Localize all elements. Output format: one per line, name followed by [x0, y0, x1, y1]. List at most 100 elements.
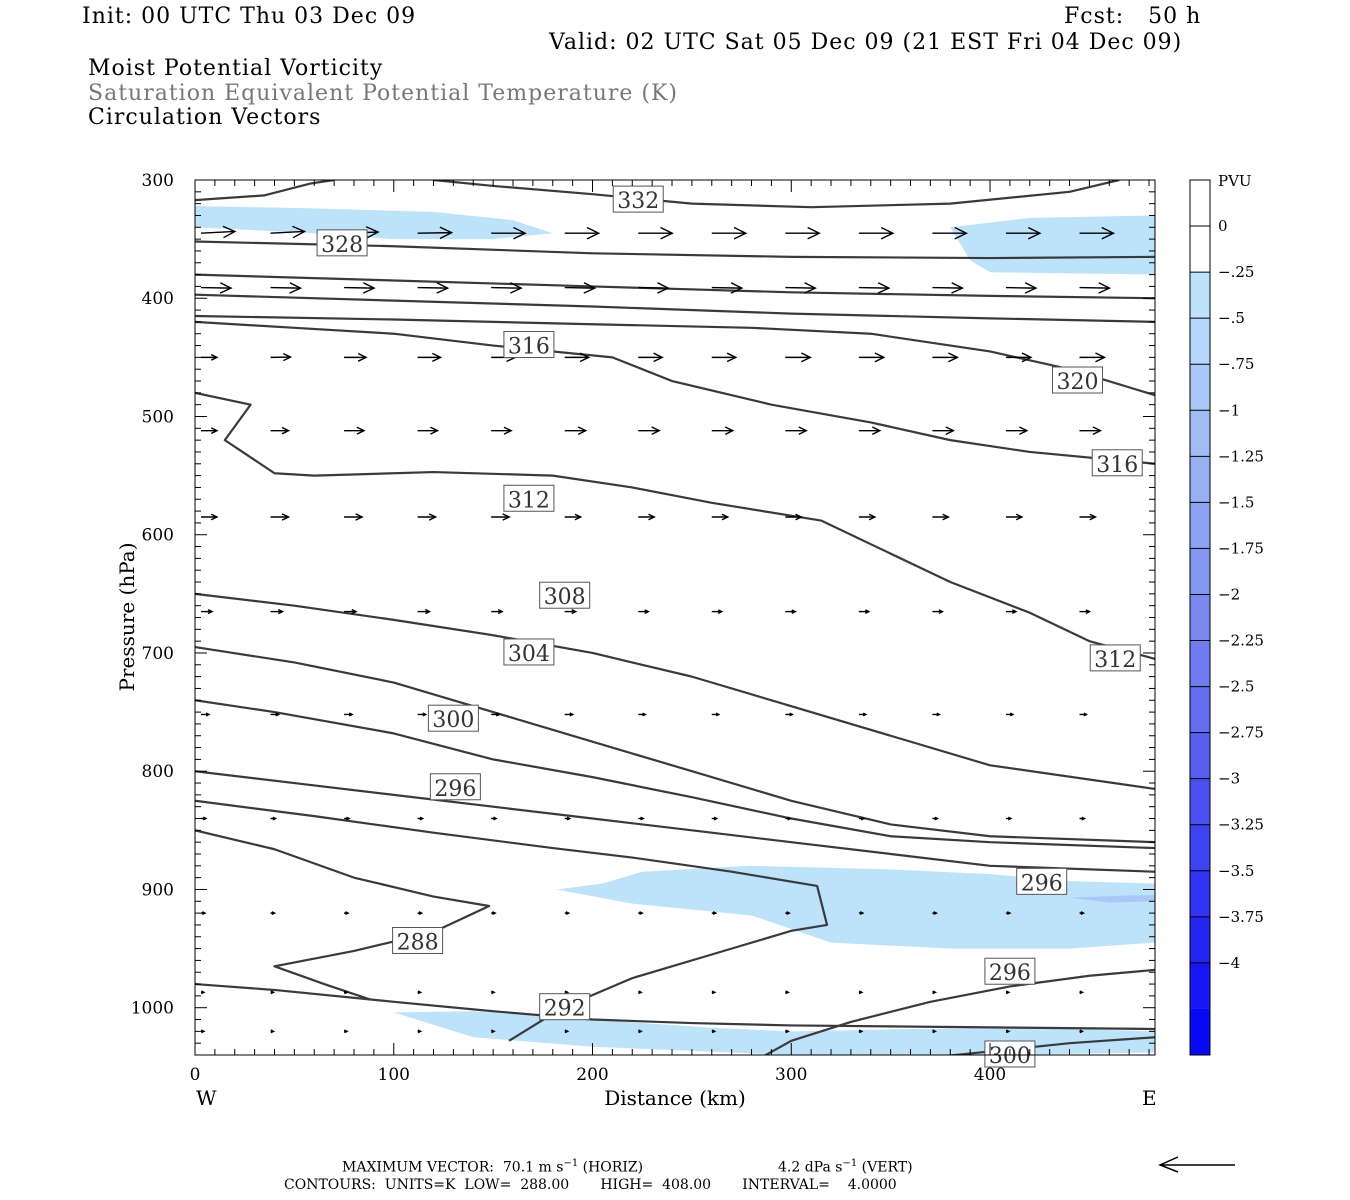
circulation-vector	[932, 226, 969, 240]
contour-label-text-308: 308	[544, 585, 586, 610]
circulation-vector	[1079, 990, 1085, 995]
pv-shade-region-0	[195, 206, 553, 240]
contour-label-328: 328	[316, 229, 368, 258]
colorbar-level-label: −2.75	[1218, 724, 1264, 742]
colorbar-swatch	[1190, 226, 1210, 273]
contour-label-308: 308	[539, 581, 591, 610]
circulation-vector	[270, 513, 291, 521]
contour-label-332: 332	[612, 185, 664, 214]
contour-label-text-296: 296	[1021, 871, 1063, 896]
circulation-vector	[1005, 712, 1015, 717]
theta-es-contour-12	[195, 273, 1155, 300]
contour-label-text-320: 320	[1056, 370, 1098, 395]
colorbar-level-label: −4	[1218, 954, 1240, 972]
circulation-vector	[200, 990, 206, 995]
circulation-vector	[270, 608, 285, 615]
circulation-vector	[491, 513, 511, 521]
theta-es-contour-320-10	[195, 314, 1155, 397]
circulation-vector	[564, 990, 570, 995]
contour-label-296: 296	[1016, 867, 1068, 896]
pv-shade-region-4	[1069, 895, 1155, 903]
circulation-vector	[1079, 816, 1087, 821]
contour-label-300: 300	[427, 704, 479, 733]
colorbar-swatch	[1190, 640, 1210, 687]
field-title-theta-es: Saturation Equivalent Potential Temperat…	[88, 81, 678, 106]
circulation-vector	[638, 282, 670, 294]
circulation-vector	[932, 609, 945, 614]
circulation-vector	[417, 911, 424, 916]
circulation-vector	[711, 816, 719, 821]
circulation-vector	[858, 352, 886, 363]
circulation-vector	[932, 282, 965, 294]
circulation-vector	[1005, 911, 1012, 916]
circulation-vector	[417, 712, 428, 717]
circulation-vector	[711, 911, 718, 916]
circulation-vector	[932, 513, 951, 521]
x-tick-label-0: 0	[190, 1065, 201, 1085]
circulation-vector	[1005, 513, 1024, 521]
contour-label-296: 296	[984, 957, 1036, 986]
contour-label-text-300: 300	[432, 708, 474, 733]
circulation-vector	[270, 426, 291, 435]
circulation-vector	[200, 513, 219, 521]
contour-label-312: 312	[503, 484, 555, 513]
y-tick-label-700: 700	[142, 644, 174, 664]
circulation-vector	[417, 1029, 423, 1034]
circulation-vector	[344, 990, 349, 995]
circulation-vector	[1005, 426, 1029, 435]
contour-label-text-312: 312	[1094, 648, 1136, 673]
circulation-vector	[858, 609, 871, 614]
circulation-vector	[564, 352, 591, 363]
circulation-vector	[785, 990, 790, 995]
circulation-vector	[858, 426, 882, 435]
contour-label-text-292: 292	[544, 997, 586, 1022]
colorbar-swatch	[1190, 548, 1210, 595]
colorbar-swatch	[1190, 1008, 1210, 1055]
contour-label-296: 296	[429, 773, 481, 802]
circulation-vector	[638, 352, 664, 363]
circulation-vector	[711, 609, 724, 614]
contour-label-316: 316	[503, 331, 555, 360]
circulation-vector	[858, 816, 866, 821]
contour-label-text-296: 296	[989, 961, 1031, 986]
colorbar-swatch	[1190, 732, 1210, 779]
colorbar-level-label: −1.75	[1218, 539, 1264, 557]
circulation-vector	[785, 226, 821, 240]
pv-shade-region-3	[393, 1011, 1155, 1055]
circulation-vector	[932, 990, 938, 995]
circulation-vector	[785, 609, 797, 614]
contour-label-312: 312	[1089, 644, 1141, 673]
y-axis-label: Pressure (hPa)	[115, 543, 139, 692]
colorbar-level-label: −1.25	[1218, 447, 1264, 465]
colorbar-level-label: −3.75	[1218, 908, 1264, 926]
circulation-vector	[491, 1029, 496, 1034]
circulation-vector	[417, 426, 440, 435]
colorbar-level-label: −.5	[1218, 309, 1245, 327]
circulation-vector	[1005, 609, 1018, 614]
circulation-vector	[638, 990, 643, 995]
circulation-vector	[1005, 352, 1033, 363]
contour-label-text-300: 300	[989, 1044, 1031, 1069]
circulation-vector	[200, 353, 219, 361]
circulation-vector	[200, 911, 207, 916]
horiz-vector-value: 70.1 m s	[502, 1159, 564, 1176]
circulation-vector	[200, 225, 237, 239]
circulation-vector	[270, 353, 293, 362]
circulation-vector	[417, 990, 423, 995]
circulation-vector	[564, 282, 597, 294]
circulation-vector	[1079, 282, 1112, 294]
circulation-vector	[858, 282, 891, 294]
circulation-vector	[564, 513, 583, 521]
circulation-vector	[344, 513, 364, 521]
circulation-vector	[1005, 1029, 1011, 1034]
circulation-vector	[1079, 513, 1098, 521]
contour-label-text-304: 304	[508, 642, 550, 667]
circulation-vector	[1079, 226, 1116, 240]
y-tick-label-300: 300	[142, 171, 174, 191]
circulation-vector	[785, 712, 794, 717]
colorbar-level-label: −3.25	[1218, 816, 1264, 834]
colorbar-level-label: −2	[1218, 585, 1240, 603]
colorbar-title: PVU	[1218, 172, 1252, 190]
circulation-vector	[785, 282, 817, 294]
x-tick-label-300: 300	[775, 1065, 807, 1085]
